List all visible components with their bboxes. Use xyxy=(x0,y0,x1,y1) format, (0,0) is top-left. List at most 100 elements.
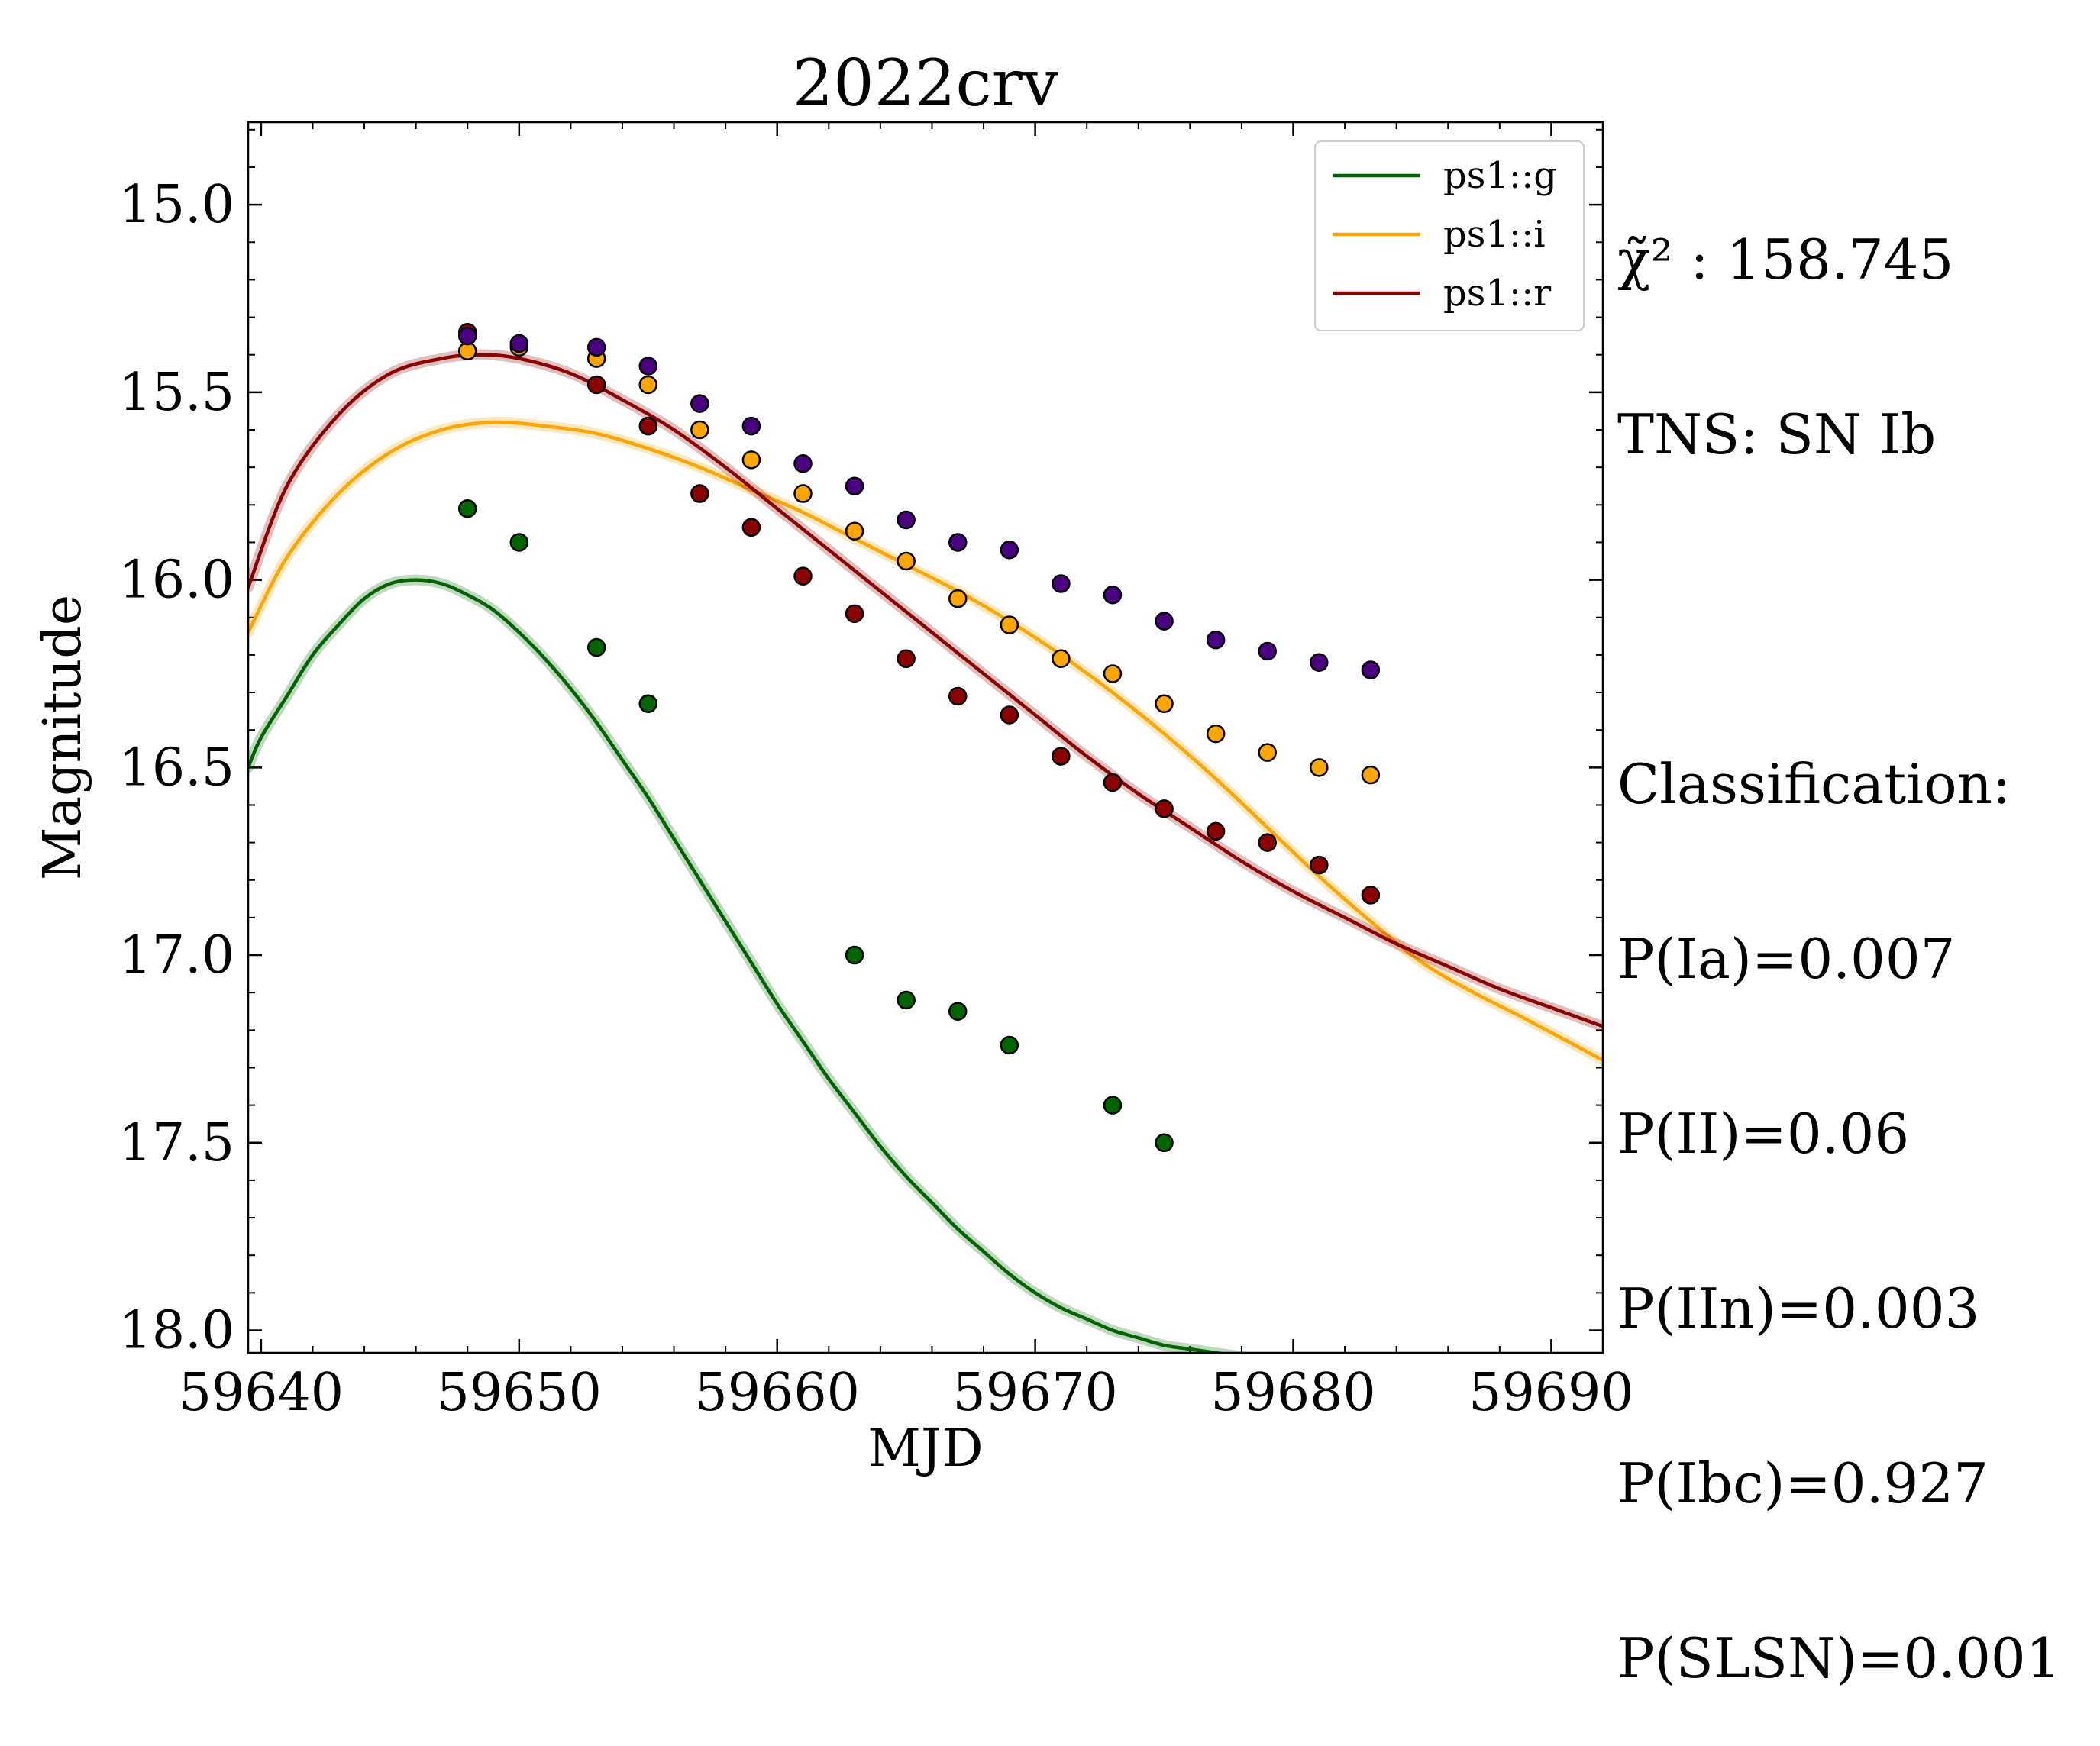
data-point-ps1-r xyxy=(1206,821,1226,841)
model-curve-ps1-i xyxy=(248,420,1603,1062)
data-point-ps1-r xyxy=(1000,705,1019,725)
data-point-ps1-g xyxy=(1155,1133,1174,1153)
y-tick-label: 16.5 xyxy=(119,737,234,798)
x-tick-label: 59650 xyxy=(437,1363,602,1423)
legend-box xyxy=(1314,140,1585,331)
chart-title: 2022crv xyxy=(793,46,1059,121)
data-point-purple xyxy=(1000,541,1019,560)
data-point-ps1-r xyxy=(690,484,709,503)
data-point-ps1-r xyxy=(897,649,916,669)
x-tick-label: 59690 xyxy=(1468,1363,1633,1423)
y-tick-label: 18.0 xyxy=(119,1301,234,1361)
data-point-ps1-i xyxy=(741,450,761,470)
data-point-purple xyxy=(1361,660,1381,679)
data-point-ps1-g xyxy=(1103,1096,1123,1115)
data-point-purple xyxy=(586,337,606,357)
data-point-ps1-g xyxy=(638,694,658,714)
data-point-ps1-g xyxy=(845,945,864,965)
y-axis-label: Magnitude xyxy=(33,595,93,880)
data-point-ps1-r xyxy=(793,566,813,586)
data-points xyxy=(457,322,1381,1153)
x-axis-label: MJD xyxy=(867,1418,983,1479)
data-point-purple xyxy=(509,334,529,353)
data-point-purple xyxy=(457,326,477,346)
data-point-purple xyxy=(638,357,658,376)
legend-label: ps1::r xyxy=(1443,272,1551,315)
x-tick-label: 59680 xyxy=(1210,1363,1375,1423)
data-point-ps1-r xyxy=(586,375,606,395)
data-point-ps1-i xyxy=(1310,758,1329,777)
data-point-purple xyxy=(1155,612,1174,631)
data-point-ps1-i xyxy=(793,484,813,503)
data-point-ps1-i xyxy=(1206,724,1226,744)
model-curve-ps1-r xyxy=(248,353,1603,1028)
y-tick-label: 15.0 xyxy=(119,175,234,235)
model-curves xyxy=(248,349,1603,1353)
data-point-ps1-r xyxy=(948,686,968,706)
data-point-ps1-g xyxy=(897,990,916,1010)
y-tick-label: 17.5 xyxy=(119,1113,234,1173)
data-point-ps1-r xyxy=(1103,773,1123,792)
data-point-ps1-r xyxy=(845,604,864,624)
probability-ibc: P(Ibc)=0.927 xyxy=(1617,1451,1989,1515)
legend-label: ps1::i xyxy=(1443,213,1546,256)
data-point-purple xyxy=(1310,653,1329,672)
data-point-purple xyxy=(1103,585,1123,605)
probability-slsn: P(SLSN)=0.001 xyxy=(1617,1626,2061,1690)
data-point-purple xyxy=(690,394,709,413)
classification-heading: Classification: xyxy=(1617,752,2011,816)
probability-ia: P(Ia)=0.007 xyxy=(1617,927,1956,991)
reduced-chi-squared: χ̃² : 158.745 xyxy=(1617,228,1954,292)
model-curve-ps1-g xyxy=(248,578,1228,1353)
y-tick-label: 16.0 xyxy=(119,550,234,611)
data-point-ps1-i xyxy=(690,420,709,440)
light-curve-chart: 2022crv 59640 59650 59660 59670 59680 59690 15… xyxy=(33,46,1634,1479)
data-point-ps1-i xyxy=(1258,743,1277,762)
data-point-ps1-i xyxy=(1361,765,1381,785)
x-tick-label: 59660 xyxy=(695,1363,860,1423)
data-point-ps1-g xyxy=(509,533,529,552)
legend-label: ps1::g xyxy=(1443,154,1557,197)
data-point-purple xyxy=(793,453,813,473)
model-curve-band-ps1-i xyxy=(248,417,1603,1066)
data-point-purple xyxy=(1206,630,1226,650)
probability-iin: P(IIn)=0.003 xyxy=(1617,1276,1980,1341)
y-tick-label: 15.5 xyxy=(119,363,234,423)
data-point-ps1-r xyxy=(1310,855,1329,875)
data-point-ps1-g xyxy=(457,499,477,518)
y-tick-label: 17.0 xyxy=(119,925,234,986)
tns-classification: TNS: SN Ib xyxy=(1617,402,1937,466)
x-tick-label: 59640 xyxy=(179,1363,344,1423)
axis-ticks: 59640 59650 59660 59670 59680 59690 15.0 15.5 16… xyxy=(119,122,1634,1423)
data-point-ps1-r xyxy=(1258,833,1277,852)
data-point-ps1-r xyxy=(1052,747,1071,766)
data-point-ps1-r xyxy=(741,518,761,537)
plot-frame xyxy=(247,121,1604,1354)
data-point-ps1-i xyxy=(948,589,968,608)
data-point-ps1-i xyxy=(897,551,916,571)
data-point-purple xyxy=(1258,641,1277,661)
data-point-ps1-g xyxy=(586,637,606,657)
data-point-purple xyxy=(741,416,761,436)
data-point-ps1-i xyxy=(638,375,658,395)
x-tick-label: 59670 xyxy=(952,1363,1117,1423)
data-point-purple xyxy=(948,533,968,552)
data-point-purple xyxy=(897,510,916,530)
data-point-ps1-i xyxy=(1052,649,1071,669)
data-point-ps1-r xyxy=(638,416,658,436)
data-point-ps1-g xyxy=(1000,1035,1019,1055)
data-point-ps1-r xyxy=(1361,886,1381,905)
data-point-ps1-i xyxy=(1155,694,1174,714)
model-curve-band-ps1-r xyxy=(248,349,1603,1032)
data-point-ps1-i xyxy=(845,521,864,541)
data-point-ps1-i xyxy=(1103,664,1123,683)
classification-panel: χ̃² : 158.745 TNS: SN Ib Classification:… xyxy=(1617,115,2061,1746)
model-curve-band-ps1-g xyxy=(248,574,1253,1353)
data-point-ps1-g xyxy=(948,1002,968,1021)
probability-ii: P(II)=0.06 xyxy=(1617,1102,1910,1166)
data-point-purple xyxy=(1052,574,1071,593)
data-point-ps1-i xyxy=(1000,615,1019,634)
data-point-purple xyxy=(845,476,864,495)
data-point-ps1-r xyxy=(1155,799,1174,818)
